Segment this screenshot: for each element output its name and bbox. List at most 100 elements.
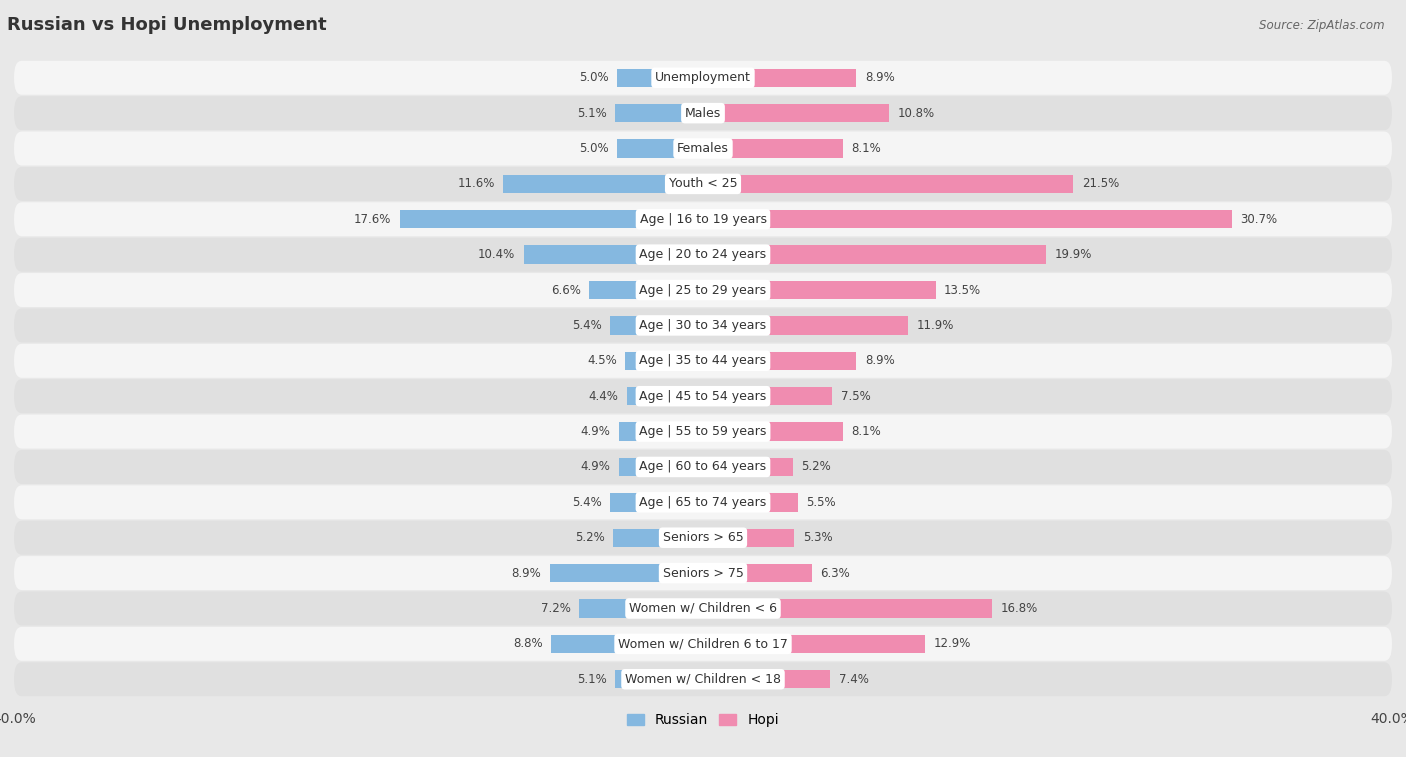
Text: 11.6%: 11.6% [457,177,495,191]
FancyBboxPatch shape [14,308,1392,342]
Text: 4.4%: 4.4% [589,390,619,403]
FancyBboxPatch shape [14,344,1392,378]
Text: 4.5%: 4.5% [588,354,617,367]
Bar [703,139,842,157]
Bar [619,422,703,441]
Text: 8.1%: 8.1% [851,142,882,155]
Text: Youth < 25: Youth < 25 [669,177,737,191]
Bar [399,210,703,229]
Text: Women w/ Children 6 to 17: Women w/ Children 6 to 17 [619,637,787,650]
FancyBboxPatch shape [14,238,1392,272]
FancyBboxPatch shape [14,521,1392,555]
Bar [610,316,703,335]
Bar [703,670,831,688]
Text: Age | 25 to 29 years: Age | 25 to 29 years [640,284,766,297]
FancyBboxPatch shape [14,167,1392,201]
Bar [617,69,703,87]
Text: 5.0%: 5.0% [579,142,609,155]
Text: Women w/ Children < 18: Women w/ Children < 18 [626,673,780,686]
Bar [613,528,703,547]
Text: 5.4%: 5.4% [572,496,602,509]
Bar [703,600,993,618]
Text: Age | 45 to 54 years: Age | 45 to 54 years [640,390,766,403]
FancyBboxPatch shape [14,627,1392,661]
Text: 5.2%: 5.2% [575,531,605,544]
FancyBboxPatch shape [14,202,1392,236]
Bar [703,528,794,547]
Bar [551,634,703,653]
Text: Age | 35 to 44 years: Age | 35 to 44 years [640,354,766,367]
Text: Age | 65 to 74 years: Age | 65 to 74 years [640,496,766,509]
Bar [610,493,703,512]
Text: 7.5%: 7.5% [841,390,870,403]
Text: 5.1%: 5.1% [576,673,606,686]
FancyBboxPatch shape [14,556,1392,590]
Text: Age | 55 to 59 years: Age | 55 to 59 years [640,425,766,438]
Text: 19.9%: 19.9% [1054,248,1091,261]
Bar [703,69,856,87]
Text: 30.7%: 30.7% [1240,213,1278,226]
Text: 8.9%: 8.9% [865,354,894,367]
Text: Age | 20 to 24 years: Age | 20 to 24 years [640,248,766,261]
Text: 8.9%: 8.9% [512,566,541,580]
FancyBboxPatch shape [14,61,1392,95]
Bar [703,316,908,335]
Bar [503,175,703,193]
FancyBboxPatch shape [14,415,1392,449]
Text: 7.4%: 7.4% [839,673,869,686]
Bar [579,600,703,618]
Text: 17.6%: 17.6% [354,213,391,226]
Bar [703,458,793,476]
Bar [703,634,925,653]
Bar [703,351,856,370]
Text: Males: Males [685,107,721,120]
Text: Age | 60 to 64 years: Age | 60 to 64 years [640,460,766,473]
Bar [616,670,703,688]
Text: Seniors > 65: Seniors > 65 [662,531,744,544]
FancyBboxPatch shape [14,379,1392,413]
Text: 8.1%: 8.1% [851,425,882,438]
Text: 8.9%: 8.9% [865,71,894,84]
Text: 5.5%: 5.5% [807,496,837,509]
Text: 16.8%: 16.8% [1001,602,1038,615]
Bar [703,422,842,441]
Bar [703,210,1232,229]
Text: 10.4%: 10.4% [478,248,515,261]
Text: 4.9%: 4.9% [581,460,610,473]
Bar [703,493,797,512]
Bar [589,281,703,299]
Bar [619,458,703,476]
Text: 7.2%: 7.2% [540,602,571,615]
Bar [703,245,1046,264]
Text: Source: ZipAtlas.com: Source: ZipAtlas.com [1260,19,1385,32]
Legend: Russian, Hopi: Russian, Hopi [621,708,785,733]
Text: Seniors > 75: Seniors > 75 [662,566,744,580]
Text: Women w/ Children < 6: Women w/ Children < 6 [628,602,778,615]
Text: 5.4%: 5.4% [572,319,602,332]
FancyBboxPatch shape [14,132,1392,166]
Text: 6.6%: 6.6% [551,284,581,297]
FancyBboxPatch shape [14,273,1392,307]
Text: 11.9%: 11.9% [917,319,953,332]
Text: 5.2%: 5.2% [801,460,831,473]
FancyBboxPatch shape [14,96,1392,130]
Bar [617,139,703,157]
Bar [550,564,703,582]
FancyBboxPatch shape [14,450,1392,484]
Bar [627,387,703,406]
Bar [703,387,832,406]
Text: 5.0%: 5.0% [579,71,609,84]
Text: 5.3%: 5.3% [803,531,832,544]
Text: 13.5%: 13.5% [945,284,981,297]
Bar [703,564,811,582]
Text: Females: Females [678,142,728,155]
Text: 5.1%: 5.1% [576,107,606,120]
FancyBboxPatch shape [14,591,1392,625]
Bar [703,104,889,123]
Bar [703,175,1073,193]
Text: 8.8%: 8.8% [513,637,543,650]
Text: 10.8%: 10.8% [897,107,935,120]
FancyBboxPatch shape [14,485,1392,519]
Text: 4.9%: 4.9% [581,425,610,438]
Bar [703,281,935,299]
